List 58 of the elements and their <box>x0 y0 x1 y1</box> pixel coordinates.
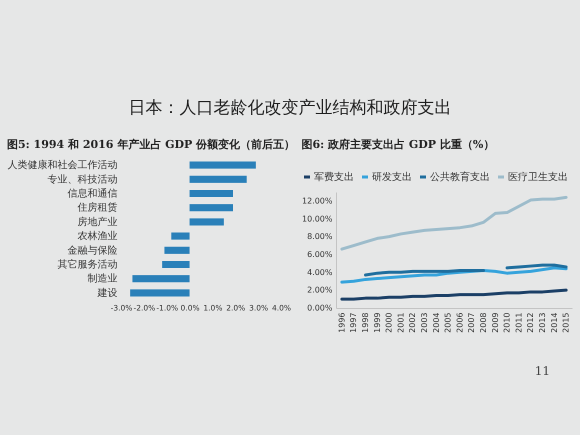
y-tick-label: 制造业 <box>88 272 118 285</box>
y-tick-label: 农林渔业 <box>78 230 118 242</box>
y-tick-label: 建设 <box>96 286 118 299</box>
x-tick-label: 2014 <box>550 312 559 333</box>
bar <box>130 289 190 296</box>
x-tick-label: 2009 <box>490 312 500 333</box>
x-tick-label: 2013 <box>538 312 547 333</box>
bar <box>162 260 190 268</box>
x-tick-label: 2001 <box>396 312 406 333</box>
chart-title: 图5: 1994 和 2016 年产业占 GDP 份额变化（前后五） <box>7 138 296 151</box>
line-series <box>340 266 568 284</box>
x-tick-label: 2002 <box>408 312 418 333</box>
legend-label: 军费支出 <box>314 171 354 183</box>
legend-label: 研发支出 <box>372 171 412 183</box>
x-tick-label: 1998 <box>361 312 370 333</box>
y-tick-label: 住房租赁 <box>78 202 118 214</box>
chart-title: 图6: 政府主要支出占 GDP 比重（%） <box>301 138 494 151</box>
text: 日本：人口老龄化改变产业结构和政府支出 <box>128 97 452 119</box>
x-tick-label: 2005 <box>444 312 453 333</box>
y-tick-label: 4.00% <box>307 268 333 277</box>
x-tick-label: 1999 <box>372 312 382 333</box>
text: 11 <box>534 364 550 378</box>
x-tick-label: 2011 <box>514 312 524 333</box>
y-tick-label: 房地产业 <box>78 216 118 228</box>
y-tick-label: 6.00% <box>307 250 333 259</box>
bar <box>190 176 247 183</box>
x-tick-label: 2003 <box>420 312 429 333</box>
x-tick-label: 2006 <box>455 312 464 333</box>
x-tick-label: 2010 <box>502 312 512 333</box>
y-tick-label: 12.00% <box>302 196 333 206</box>
x-tick-label: 1997 <box>349 312 358 333</box>
bar <box>190 204 233 212</box>
legend-label: 公共教育支出 <box>430 171 490 183</box>
bar <box>190 162 256 169</box>
y-tick-label: 0.00% <box>307 304 333 312</box>
x-tick-label: 1996 <box>337 312 346 333</box>
y-tick-label: 金融与保险 <box>68 244 118 256</box>
y-tick-label: 信息和通信 <box>68 188 118 200</box>
y-tick-label: 专业、科技活动 <box>48 173 118 186</box>
bar <box>190 190 233 198</box>
x-tick-label: 2008 <box>479 312 488 333</box>
x-tick-label: 2007 <box>467 312 476 333</box>
y-tick-label: 其它服务活动 <box>58 258 118 270</box>
legend-label: 医疗卫生支出 <box>508 171 568 183</box>
x-tick-label: 2012 <box>526 312 536 333</box>
bar <box>132 275 190 282</box>
x-tick-label: 2015 <box>562 312 571 333</box>
bar <box>164 246 190 254</box>
bar <box>190 218 224 226</box>
x-tick-label: 2000 <box>384 312 394 333</box>
y-tick-label: 2.00% <box>307 286 333 295</box>
y-tick-label: 人类健康和社会工作活动 <box>8 159 118 172</box>
line-series <box>340 196 568 251</box>
x-tick-label: 2004 <box>432 312 441 333</box>
y-tick-label: 8.00% <box>307 232 333 242</box>
y-tick-label: 10.00% <box>302 214 333 224</box>
line-series <box>340 288 568 301</box>
bar <box>171 232 190 240</box>
